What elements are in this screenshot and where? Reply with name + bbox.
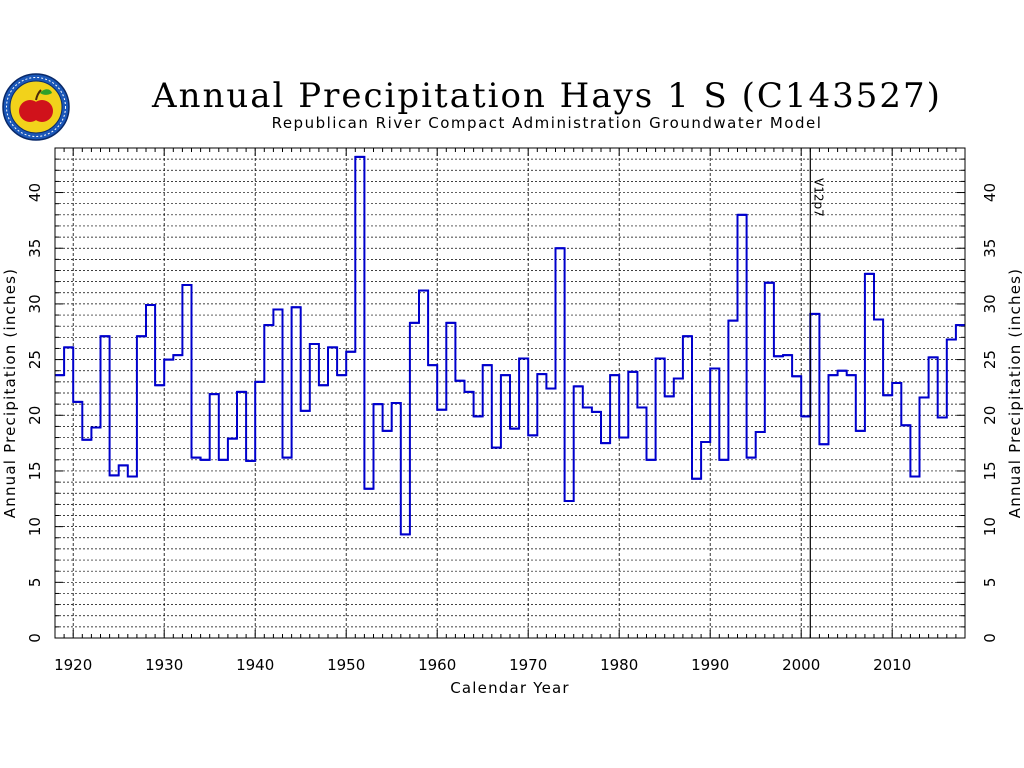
x-tick-label: 1920: [54, 656, 92, 674]
y-axis-label-left: Annual Precipitation (inches): [1, 268, 19, 518]
plot-frame: [54, 147, 966, 639]
y-tick-label-right: 10: [981, 517, 999, 536]
x-tick-label: 1960: [418, 656, 456, 674]
annotation-label: V12p7: [811, 178, 825, 217]
y-tick-label-left: 15: [26, 461, 44, 480]
precipitation-series: [55, 155, 965, 536]
y-tick-label-left: 10: [26, 517, 44, 536]
y-tick-label-left: 25: [26, 350, 44, 369]
x-tick-label: 1990: [691, 656, 729, 674]
y-tick-label-left: 20: [26, 406, 44, 425]
axis-ticks: [54, 147, 966, 639]
y-tick-label-right: 25: [981, 350, 999, 369]
version-annotation: V12p7: [809, 148, 825, 638]
series-step-line: [55, 155, 965, 536]
y-tick-label-left: 0: [26, 633, 44, 643]
y-tick-label-left: 40: [26, 183, 44, 202]
x-tick-label: 2000: [782, 656, 820, 674]
x-tick-label: 1930: [145, 656, 183, 674]
y-tick-labels-right: 0 5 10 15 20 25 30 35 40: [981, 183, 999, 643]
x-tick-label: 1940: [236, 656, 274, 674]
x-axis-label: Calendar Year: [450, 679, 570, 697]
y-tick-label-right: 40: [981, 183, 999, 202]
y-tick-label-right: 30: [981, 294, 999, 313]
x-tick-labels: 1920 1930 1940 1950 1960 1970 1980 1990 2000 2010: [54, 656, 911, 674]
x-tick-label: 1950: [327, 656, 365, 674]
y-tick-label-right: 5: [981, 578, 999, 588]
y-tick-label-left: 35: [26, 239, 44, 258]
y-tick-label-right: 15: [981, 461, 999, 480]
x-tick-label: 1980: [600, 656, 638, 674]
y-tick-label-left: 5: [26, 578, 44, 588]
y-tick-label-right: 20: [981, 406, 999, 425]
y-axis-label-right: Annual Precipitation (inches): [1006, 268, 1024, 518]
y-tick-label-left: 30: [26, 294, 44, 313]
rrca-logo: [2, 73, 70, 141]
y-tick-label-right: 35: [981, 239, 999, 258]
y-tick-label-right: 0: [981, 633, 999, 643]
x-tick-label: 2010: [873, 656, 911, 674]
chart-title: Annual Precipitation Hays 1 S (C143527): [151, 76, 942, 116]
y-tick-labels-left: 0 5 10 15 20 25 30 35 40: [26, 183, 44, 643]
chart-subtitle: Republican River Compact Administration …: [272, 114, 823, 132]
x-tick-label: 1970: [509, 656, 547, 674]
